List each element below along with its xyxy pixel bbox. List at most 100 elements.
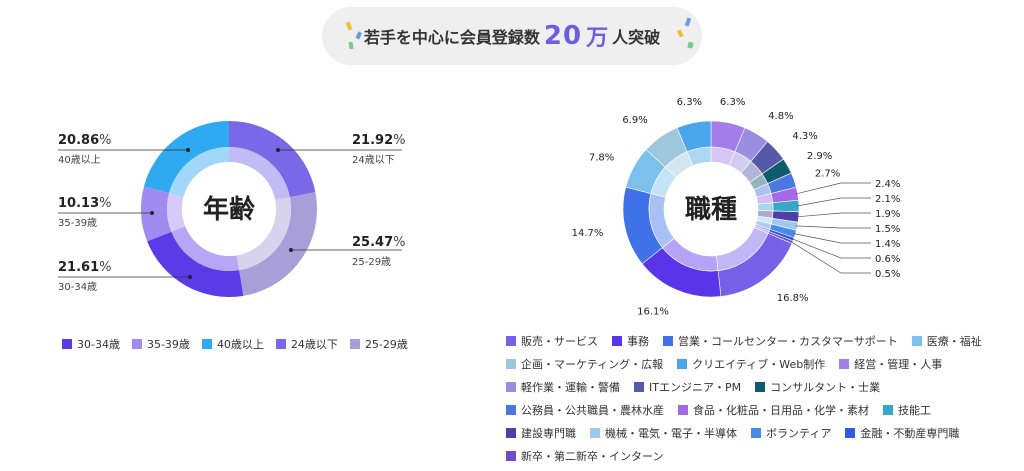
job-legend-label: ボランティア <box>766 427 832 440</box>
age-slice-1 <box>239 192 317 296</box>
age-legend-swatch <box>201 339 212 349</box>
age-legend-item: 24歳以下 <box>275 336 338 352</box>
job-value-label-13: 16.1% <box>637 307 669 318</box>
age-value-label-3: 10.13% <box>58 196 111 211</box>
age-slice-0 <box>229 121 316 198</box>
job-legend-swatch <box>506 428 516 438</box>
job-legend-item: ITエンジニア・PM <box>634 379 741 395</box>
job-leader-line-8 <box>795 225 871 229</box>
job-inner-slice-6 <box>757 202 774 212</box>
job-value-label-11: 0.5% <box>875 269 900 280</box>
job-value-label-9: 1.4% <box>875 239 900 250</box>
job-legend-item: 技能工 <box>883 402 931 418</box>
job-value-label-4: 2.7% <box>815 169 840 180</box>
job-leader-line-11 <box>790 241 871 274</box>
job-value-label-17: 6.3% <box>677 97 702 108</box>
headline-number: 20 <box>543 21 583 51</box>
job-value-label-14: 14.7% <box>572 228 604 239</box>
age-inner-slice-1 <box>236 197 291 271</box>
job-legend-item: 新卒・第二新卒・インターン <box>506 448 663 464</box>
age-value-label-2: 21.61% <box>58 260 111 275</box>
job-legend-swatch <box>755 382 766 392</box>
job-donut-hole <box>664 162 758 256</box>
age-legend-item: 25-29歳 <box>349 336 408 352</box>
job-legend-label: 金融・不動産専門職 <box>860 427 960 440</box>
job-legend-item: 機械・電気・電子・半導体 <box>590 425 737 441</box>
headline-prefix: 若手を中心に会員登録数 <box>363 28 540 47</box>
job-value-label-7: 1.9% <box>875 209 900 220</box>
job-value-label-10: 0.6% <box>875 254 900 265</box>
job-legend-item: 販売・サービス <box>506 333 598 349</box>
job-legend-label: 新卒・第二新卒・インターン <box>521 450 664 463</box>
job-legend-swatch <box>677 359 688 369</box>
job-legend-label: 企画・マーケティング・広報 <box>521 358 664 371</box>
job-value-label-16: 6.9% <box>622 115 647 126</box>
job-value-label-3: 2.9% <box>807 151 832 162</box>
job-legend-label: 事務 <box>627 335 649 348</box>
age-inner-slice-3 <box>166 193 186 232</box>
age-slice-2 <box>147 231 244 298</box>
age-slice-3 <box>141 186 172 242</box>
job-legend-item: 建設専門職 <box>506 425 576 441</box>
job-legend-label: 機械・電気・電子・半導体 <box>605 427 737 440</box>
age-donut-chart: 年齢 21.92% 24歳以下 25.47% 25-29歳 21.61% 30-34歳 10.… <box>58 121 405 298</box>
job-legend-swatch <box>911 336 922 346</box>
job-value-label-8: 1.5% <box>875 224 900 235</box>
age-legend-swatch <box>131 339 142 349</box>
age-legend-item: 35-39歳 <box>131 336 190 352</box>
job-legend: 販売・サービス 事務 営業・コールセンター・カスタマーサポート 医療・福祉企画・マーケ… <box>506 333 1006 464</box>
age-legend-swatch <box>349 339 360 349</box>
job-legend-item: クリエイティブ・Web制作 <box>677 356 825 372</box>
job-legend-item: 金融・不動産専門職 <box>845 425 959 441</box>
job-legend-label: クリエイティブ・Web制作 <box>692 358 826 371</box>
job-legend-swatch <box>845 428 856 438</box>
age-legend-item: 30-34歳 <box>62 336 120 352</box>
headline-unit: 万 <box>586 26 609 51</box>
job-legend-label: 営業・コールセンター・カスタマーサポート <box>678 335 898 348</box>
job-legend-item: 医療・福祉 <box>911 333 982 349</box>
age-donut-hole <box>182 162 276 256</box>
job-legend-item: ボランティア <box>751 425 831 441</box>
age-category-label-4: 40歳以上 <box>58 154 101 166</box>
age-inner-slice-4 <box>169 147 229 197</box>
age-value-label-4: 20.86% <box>58 133 111 148</box>
job-legend-swatch <box>634 382 644 392</box>
job-value-label-5: 2.4% <box>875 179 900 190</box>
age-category-label-2: 30-34歳 <box>58 281 97 293</box>
confetti-left-icon <box>345 21 363 50</box>
job-legend-label: 経営・管理・人事 <box>854 358 943 371</box>
age-legend-label: 25-29歳 <box>364 338 408 351</box>
age-category-label-3: 35-39歳 <box>58 217 97 229</box>
age-legend-label: 24歳以下 <box>290 338 338 351</box>
job-value-label-1: 4.8% <box>768 111 793 122</box>
job-chart-title: 職種 <box>685 195 737 225</box>
job-legend-label: 建設専門職 <box>521 427 576 440</box>
headline-banner: 若手を中心に会員登録数 20 万 人突破 <box>322 7 702 65</box>
job-legend-swatch <box>678 405 688 415</box>
job-legend-item: 公務員・公共職員・農林水産 <box>506 402 664 418</box>
age-legend-swatch <box>62 339 72 349</box>
job-legend-label: 技能工 <box>898 404 931 417</box>
age-legend-swatch <box>275 339 286 349</box>
job-legend-item: 営業・コールセンター・カスタマーサポート <box>663 333 898 349</box>
job-leader-line-6 <box>796 197 871 207</box>
job-legend-swatch <box>506 451 516 461</box>
job-leader-line-5 <box>795 182 871 195</box>
age-inner-slice-0 <box>229 147 290 200</box>
job-legend-label: 軽作業・運輸・警備 <box>521 381 620 394</box>
age-value-label-0: 21.92% <box>352 133 405 148</box>
job-value-label-2: 4.3% <box>792 131 817 142</box>
job-legend-label: 医療・福祉 <box>926 335 982 348</box>
job-legend-swatch <box>612 336 622 346</box>
age-legend-label: 30-34歳 <box>77 338 120 351</box>
age-legend-label: 35-39歳 <box>146 338 190 351</box>
job-legend-swatch <box>590 428 600 438</box>
headline-suffix: 人突破 <box>612 28 661 47</box>
job-legend-item: 食品・化粧品・日用品・化学・素材 <box>678 402 869 418</box>
age-legend: 30-34歳 35-39歳 40歳以上 24歳以下 25-29歳 <box>62 336 442 352</box>
age-inner-slice-2 <box>171 226 240 271</box>
age-category-label-1: 25-29歳 <box>352 256 391 268</box>
job-legend-swatch <box>751 428 761 438</box>
job-legend-swatch <box>506 405 516 415</box>
job-value-label-0: 6.3% <box>720 97 745 108</box>
